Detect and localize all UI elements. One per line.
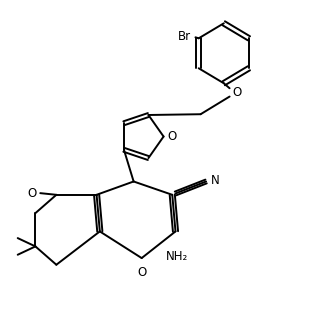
Text: O: O [168,130,177,143]
Text: Br: Br [177,30,191,43]
Text: O: O [137,266,146,279]
Text: NH₂: NH₂ [166,250,188,263]
Text: N: N [211,174,220,187]
Text: O: O [27,186,36,200]
Text: O: O [233,86,242,99]
